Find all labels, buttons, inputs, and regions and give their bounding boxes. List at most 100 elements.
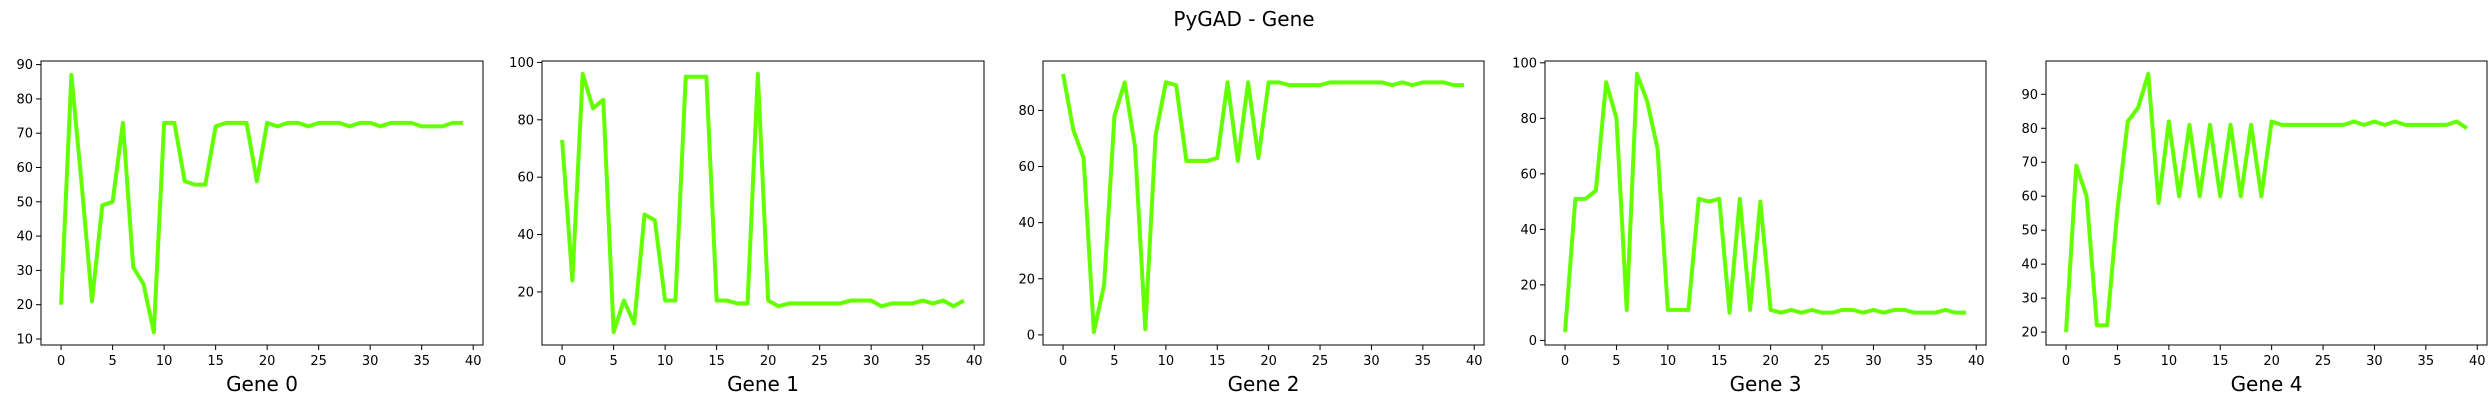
y-tick-label: 60	[1018, 160, 1035, 175]
y-tick-label: 80	[2021, 122, 2038, 137]
x-tick-label: 20	[259, 354, 276, 369]
axes-frame	[541, 60, 985, 346]
y-tick-label: 0	[1529, 334, 1537, 349]
x-tick-label: 35	[1415, 354, 1432, 369]
y-tick-label: 30	[16, 264, 33, 279]
x-tick-label: 5	[2113, 354, 2121, 369]
x-tick-label: 10	[156, 354, 173, 369]
x-tick-label: 15	[2212, 354, 2229, 369]
axes-frame	[2045, 60, 2488, 346]
figure-suptitle: PyGAD - Gene	[1173, 7, 1314, 31]
x-tick-label: 40	[2469, 354, 2486, 369]
x-tick-label: 15	[207, 354, 224, 369]
x-tick-label: 0	[2062, 354, 2070, 369]
y-tick-label: 60	[1520, 167, 1537, 182]
y-tick-label: 60	[16, 161, 33, 176]
subplot-gene-1: 0 5 10 15 20 25 30 35 40 20 40 60 80 100 Gene 1	[509, 56, 985, 396]
y-tick-label: 50	[2021, 224, 2038, 239]
x-tick-label: 0	[57, 354, 65, 369]
y-tick-label: 90	[2021, 88, 2038, 103]
x-tick-label: 20	[1260, 354, 1277, 369]
y-tick-label: 10	[16, 332, 33, 347]
y-tick-label: 90	[16, 58, 33, 73]
x-tick-label: 25	[811, 354, 828, 369]
y-tick-label: 20	[16, 298, 33, 313]
y-tick-label: 70	[2021, 156, 2038, 171]
x-tick-label: 10	[1158, 354, 1175, 369]
y-tick-label: 20	[517, 285, 534, 300]
x-tick-label: 0	[558, 354, 566, 369]
y-tick-label: 0	[1027, 328, 1035, 343]
x-tick-label: 30	[1363, 354, 1380, 369]
x-tick-label: 40	[1466, 354, 1483, 369]
x-tick-label: 35	[914, 354, 931, 369]
y-tick-label: 20	[2021, 326, 2038, 341]
x-tick-label: 30	[2366, 354, 2383, 369]
x-tick-label: 30	[863, 354, 880, 369]
y-tick-label: 30	[2021, 292, 2038, 307]
x-axis-label: Gene 3	[1730, 372, 1802, 396]
y-tick-label: 40	[1018, 216, 1035, 231]
x-tick-label: 35	[413, 354, 430, 369]
x-tick-label: 40	[1968, 354, 1985, 369]
x-tick-label: 5	[108, 354, 116, 369]
x-tick-label: 25	[2315, 354, 2332, 369]
y-tick-label: 60	[2021, 190, 2038, 205]
x-tick-label: 25	[310, 354, 327, 369]
series-line-gene-4	[2064, 71, 2469, 333]
x-tick-label: 20	[1762, 354, 1779, 369]
x-axis-label: Gene 4	[2231, 372, 2303, 396]
x-tick-label: 30	[362, 354, 379, 369]
x-tick-label: 15	[1209, 354, 1226, 369]
x-axis-label: Gene 0	[226, 372, 298, 396]
x-tick-label: 35	[1917, 354, 1934, 369]
x-tick-label: 25	[1814, 354, 1831, 369]
x-tick-label: 25	[1312, 354, 1329, 369]
y-tick-label: 40	[517, 228, 534, 243]
x-axis-label: Gene 1	[727, 372, 799, 396]
x-tick-label: 0	[1059, 354, 1067, 369]
x-tick-label: 30	[1865, 354, 1882, 369]
subplot-gene-2: 0 5 10 15 20 25 30 35 40 0 20 40 60 80 Gene 2	[1018, 60, 1485, 396]
axes-frame	[1544, 60, 1987, 346]
y-tick-label: 20	[1520, 278, 1537, 293]
y-tick-label: 60	[517, 171, 534, 186]
series-line-gene-1	[560, 71, 965, 335]
x-tick-label: 40	[465, 354, 482, 369]
y-tick-label: 40	[2021, 258, 2038, 273]
x-tick-label: 35	[2418, 354, 2435, 369]
series-line-gene-2	[1061, 73, 1464, 335]
y-tick-label: 80	[1018, 104, 1035, 119]
y-tick-label: 20	[1018, 272, 1035, 287]
y-tick-label: 80	[517, 113, 534, 128]
series-line-gene-3	[1563, 71, 1966, 333]
y-tick-label: 70	[16, 127, 33, 142]
x-tick-label: 20	[2263, 354, 2280, 369]
y-tick-label: 100	[509, 56, 534, 71]
x-tick-label: 15	[1711, 354, 1728, 369]
x-tick-label: 20	[760, 354, 777, 369]
x-tick-label: 15	[708, 354, 725, 369]
x-tick-label: 40	[966, 354, 983, 369]
x-tick-label: 10	[2161, 354, 2178, 369]
axes-frame	[40, 60, 484, 346]
subplot-gene-4: 0 5 10 15 20 25 30 35 40 20 30 40 50 60 70 80 90 Gene 4	[2021, 60, 2488, 396]
subplot-gene-3: 0 5 10 15 20 25 30 35 40 0 20 40 60 80 100 Gene 3	[1512, 56, 1987, 396]
axes-frame	[1042, 60, 1485, 346]
x-tick-label: 0	[1561, 354, 1569, 369]
y-tick-label: 40	[1520, 223, 1537, 238]
x-tick-label: 10	[657, 354, 674, 369]
y-tick-label: 40	[16, 230, 33, 245]
y-tick-label: 80	[1520, 112, 1537, 127]
x-tick-label: 5	[1110, 354, 1118, 369]
x-tick-label: 5	[609, 354, 617, 369]
x-tick-label: 5	[1612, 354, 1620, 369]
series-line-gene-0	[59, 72, 463, 335]
y-tick-label: 50	[16, 195, 33, 210]
subplot-gene-0: 0 5 10 15 20 25 30 35 40 10 20 30 40 50 60 70 80 90 Gene 0	[16, 58, 484, 396]
x-tick-label: 10	[1660, 354, 1677, 369]
y-tick-label: 80	[16, 92, 33, 107]
y-tick-label: 100	[1512, 56, 1537, 71]
